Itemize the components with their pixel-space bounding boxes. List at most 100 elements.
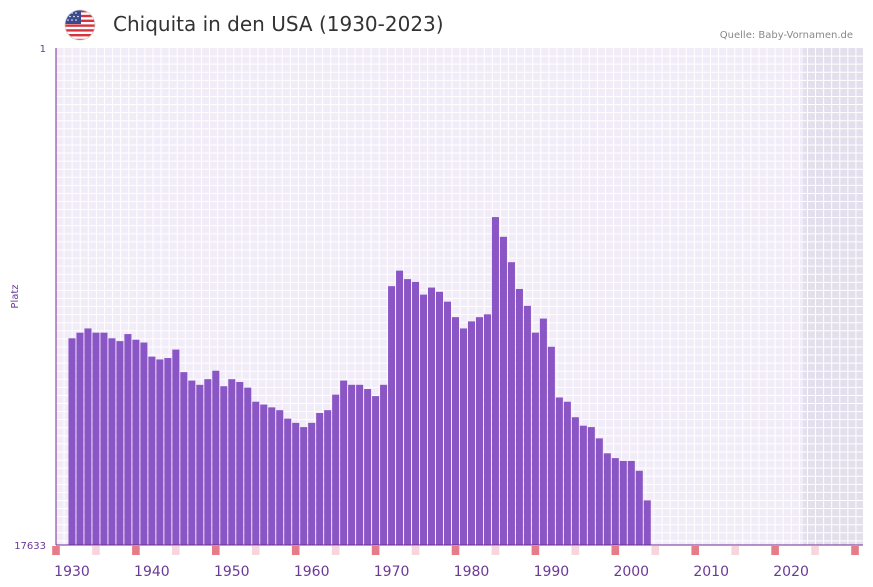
bar-1986: 1986: 8550 (515, 288, 523, 545)
bar-1933: 1933: 10100 (92, 332, 100, 545)
bar-1941: 1941: 11050 (156, 359, 164, 545)
bar-1974: 1974: 8750 (420, 294, 428, 545)
year-marker-1938 (132, 546, 140, 555)
year-marker-1928 (52, 546, 60, 555)
year-marker-2008 (691, 546, 700, 555)
year-marker-1948 (212, 546, 220, 555)
source-label: Quelle: Baby-Vornamen.de (719, 30, 853, 41)
bar-1938: 1938: 10350 (132, 339, 140, 545)
bar-1961: 1961: 12950 (316, 412, 324, 545)
bar-1982: 1982: 9450 (483, 314, 491, 545)
bar-1945: 1945: 11800 (188, 380, 196, 545)
x-tick-label-1970: 1970 (374, 564, 410, 580)
bar-1948: 1948: 11450 (212, 370, 220, 545)
bar-1983: 1983: 6000 (491, 217, 499, 545)
bar-1993: 1993: 13100 (571, 417, 579, 545)
x-tick-label-1980: 1980 (454, 564, 490, 580)
bar-1952: 1952: 12050 (244, 387, 252, 545)
year-marker-1973 (411, 546, 420, 555)
year-marker-1998 (611, 546, 620, 555)
bar-1944: 1944: 11500 (180, 372, 188, 545)
bar-1936: 1936: 10400 (116, 341, 124, 545)
bar-1971: 1971: 7900 (396, 270, 404, 545)
bar-1975: 1975: 8500 (428, 287, 436, 545)
bar-1980: 1980: 9700 (467, 321, 476, 545)
bar-1990: 1990: 10600 (547, 346, 555, 545)
bar-1934: 1934: 10100 (100, 332, 108, 545)
bar-1943: 1943: 10700 (172, 349, 180, 545)
year-marker-1968 (371, 546, 380, 555)
bar-1951: 1951: 11850 (236, 381, 244, 545)
bar-1959: 1959: 13450 (300, 427, 308, 545)
year-marker-1983 (491, 546, 500, 555)
bar-1967: 1967: 12100 (364, 389, 372, 545)
bar-2000: 2000: 14650 (627, 460, 635, 545)
bar-1962: 1962: 12850 (324, 410, 332, 545)
year-marker-2018 (771, 546, 779, 555)
bar-1985: 1985: 7600 (507, 262, 515, 545)
bar-1937: 1937: 10150 (124, 334, 132, 545)
bar-1976: 1976: 8650 (436, 291, 444, 545)
y-tick-label-top: 1 (40, 44, 46, 55)
x-tick-label-1990: 1990 (534, 564, 570, 580)
x-tick-label-1940: 1940 (134, 564, 170, 580)
bar-1992: 1992: 12550 (563, 401, 571, 545)
chart-title: Chiquita in den USA (1930-2023) (113, 12, 444, 36)
bar-1947: 1947: 11750 (204, 379, 212, 545)
year-marker-2003 (651, 546, 660, 555)
bar-1973: 1973: 8300 (412, 281, 420, 545)
bar-1999: 1999: 14650 (619, 460, 627, 545)
bar-1963: 1963: 12300 (332, 394, 340, 545)
year-marker-1978 (451, 546, 460, 555)
bar-1942: 1942: 11000 (164, 358, 172, 545)
bar-2001: 2001: 15000 (635, 470, 643, 545)
bar-1955: 1955: 12750 (268, 407, 276, 545)
x-tick-label-1950: 1950 (214, 564, 250, 580)
bar-1996: 1996: 13850 (595, 438, 603, 545)
bar-1997: 1997: 14380 (603, 453, 611, 545)
bar-1946: 1946: 11950 (196, 384, 204, 545)
x-tick-label-1960: 1960 (294, 564, 330, 580)
bar-1984: 1984: 6700 (499, 236, 507, 545)
bar-1949: 1949: 12000 (220, 386, 228, 545)
bar-1968: 1968: 12350 (372, 396, 380, 545)
year-marker-1953 (251, 546, 260, 555)
bar-1935: 1935: 10300 (108, 338, 116, 545)
bar-1964: 1964: 11800 (340, 380, 348, 545)
x-tick-label-2010: 2010 (693, 564, 729, 580)
bar-2002: 2002: 16050 (643, 500, 651, 545)
x-tick-label-2020: 2020 (773, 564, 809, 580)
bar-1972: 1972: 8200 (404, 279, 412, 545)
bar-1965: 1965: 11950 (348, 384, 356, 545)
bar-1958: 1958: 13300 (292, 422, 300, 545)
bar-1988: 1988: 10100 (531, 332, 539, 545)
bar-1978: 1978: 9550 (451, 317, 460, 545)
year-marker-1943 (172, 546, 180, 555)
year-marker-1963 (331, 546, 340, 555)
year-marker-2023 (811, 546, 819, 555)
bar-1994: 1994: 13400 (579, 425, 587, 545)
x-tick-label-2000: 2000 (613, 564, 649, 580)
bar-1998: 1998: 14550 (611, 458, 619, 545)
future-region (803, 48, 863, 545)
bar-1932: 1932: 9950 (84, 328, 92, 545)
bar-1953: 1953: 12550 (252, 401, 260, 545)
bar-1991: 1991: 12400 (555, 397, 563, 545)
bar-1969: 1969: 11950 (380, 384, 388, 545)
bar-1970: 1970: 8450 (388, 286, 396, 545)
year-marker-1993 (571, 546, 580, 555)
bar-1979: 1979: 9950 (459, 328, 468, 545)
bar-1939: 1939: 10450 (140, 342, 148, 545)
bar-1981: 1981: 9550 (475, 317, 483, 545)
bar-1950: 1950: 11750 (228, 379, 236, 545)
bar-1989: 1989: 9600 (539, 318, 547, 545)
bar-1957: 1957: 13150 (284, 418, 292, 545)
bar-1987: 1987: 9150 (523, 305, 531, 545)
usa-flag-icon (64, 9, 96, 41)
bar-1954: 1954: 12650 (260, 404, 268, 545)
bar-1966: 1966: 11950 (356, 384, 364, 545)
year-marker-1958 (291, 546, 300, 555)
y-axis-label: Platz (10, 284, 21, 308)
bar-1940: 1940: 10950 (148, 356, 156, 545)
